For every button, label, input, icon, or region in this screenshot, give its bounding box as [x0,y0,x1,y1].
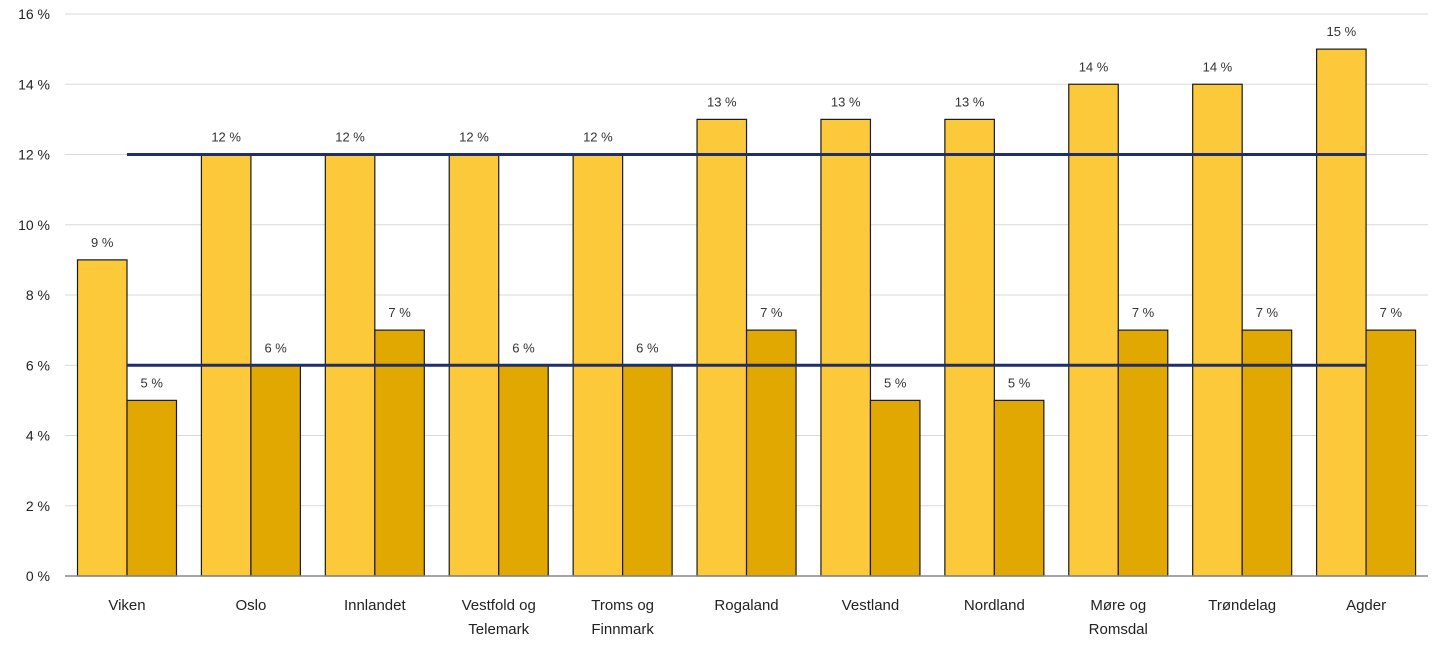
category-label: Vestfold og Telemark [462,597,536,638]
y-tick-label: 12 % [18,147,50,163]
category-label: Troms og Finnmark [591,597,654,638]
y-tick-label: 2 % [26,498,50,514]
reference-lines [127,153,1367,367]
category-label-line: Telemark [468,621,529,638]
bar [696,118,748,577]
bar [126,399,178,577]
data-label: 7 % [760,305,783,320]
data-label: 6 % [264,340,287,355]
data-label: 5 % [884,375,907,390]
y-tick-label: 16 % [18,6,50,22]
category-label-line: Innlandet [344,597,407,614]
bar [1117,329,1169,577]
bar [1192,83,1243,577]
y-tick-label: 0 % [26,568,50,584]
bar [76,259,128,577]
category-label-line: Troms og [591,597,654,614]
category-label-line: Oslo [235,597,266,614]
category-label-line: Trøndelag [1208,597,1276,614]
category-label-line: Nordland [964,597,1025,614]
bar [622,364,673,577]
data-label: 12 % [335,130,365,145]
bars [76,48,1417,577]
data-labels: 9 % 12 % 12 % 12 % 12 % 13 % 13 % 13 % 14 % 14 % 1… [91,24,1402,390]
category-label: Innlandet [344,597,407,614]
data-label: 15 % [1327,24,1357,39]
data-label: 7 % [1380,305,1403,320]
y-tick-label: 14 % [18,76,50,92]
bar [820,118,872,577]
category-label: Nordland [964,597,1025,614]
data-label: 13 % [707,94,737,109]
category-label-line: Finnmark [591,621,654,638]
data-label: 7 % [1132,305,1155,320]
category-label-line: Møre og [1090,597,1146,614]
category-label: Oslo [235,597,266,614]
category-label-line: Vestland [842,597,900,614]
y-axis-ticks: 0 % 2 % 4 % 6 % 8 % 10 % 12 % 14 % 16 % [18,6,50,584]
bar [374,329,425,577]
data-label: 7 % [1256,305,1279,320]
bar [1241,329,1293,577]
category-label: Viken [108,597,145,614]
bar [1365,329,1417,577]
data-label: 6 % [636,340,659,355]
category-label: Rogaland [714,597,778,614]
category-label-line: Viken [108,597,145,614]
data-label: 5 % [141,375,164,390]
category-labels: Viken Oslo Innlandet Vestfold og Telemark Tro… [108,597,1386,638]
category-label-line: Agder [1346,597,1386,614]
data-label: 14 % [1203,59,1233,74]
category-label: Trøndelag [1208,597,1276,614]
y-tick-label: 6 % [26,357,50,373]
category-label-line: Vestfold og [462,597,536,614]
data-label: 14 % [1079,59,1109,74]
data-label: 5 % [1008,375,1031,390]
y-tick-label: 8 % [26,287,50,303]
bar [1315,48,1367,577]
data-label: 13 % [831,94,861,109]
bar [869,399,921,577]
category-label: Vestland [842,597,900,614]
category-label: Agder [1346,597,1386,614]
bar [944,118,995,577]
data-label: 9 % [91,235,114,250]
bar [745,329,797,577]
category-label-line: Romsdal [1089,621,1148,638]
data-label: 7 % [388,305,411,320]
data-label: 13 % [955,94,985,109]
bar [1068,83,1119,577]
bar [250,364,302,577]
y-tick-label: 4 % [26,428,50,444]
data-label: 6 % [512,340,535,355]
data-label: 12 % [459,130,489,145]
category-label-line: Rogaland [714,597,778,614]
bar [498,364,549,577]
category-label: Møre og Romsdal [1089,597,1148,638]
bar [993,399,1045,577]
data-label: 12 % [211,130,241,145]
y-tick-label: 10 % [18,217,50,233]
data-label: 12 % [583,130,613,145]
